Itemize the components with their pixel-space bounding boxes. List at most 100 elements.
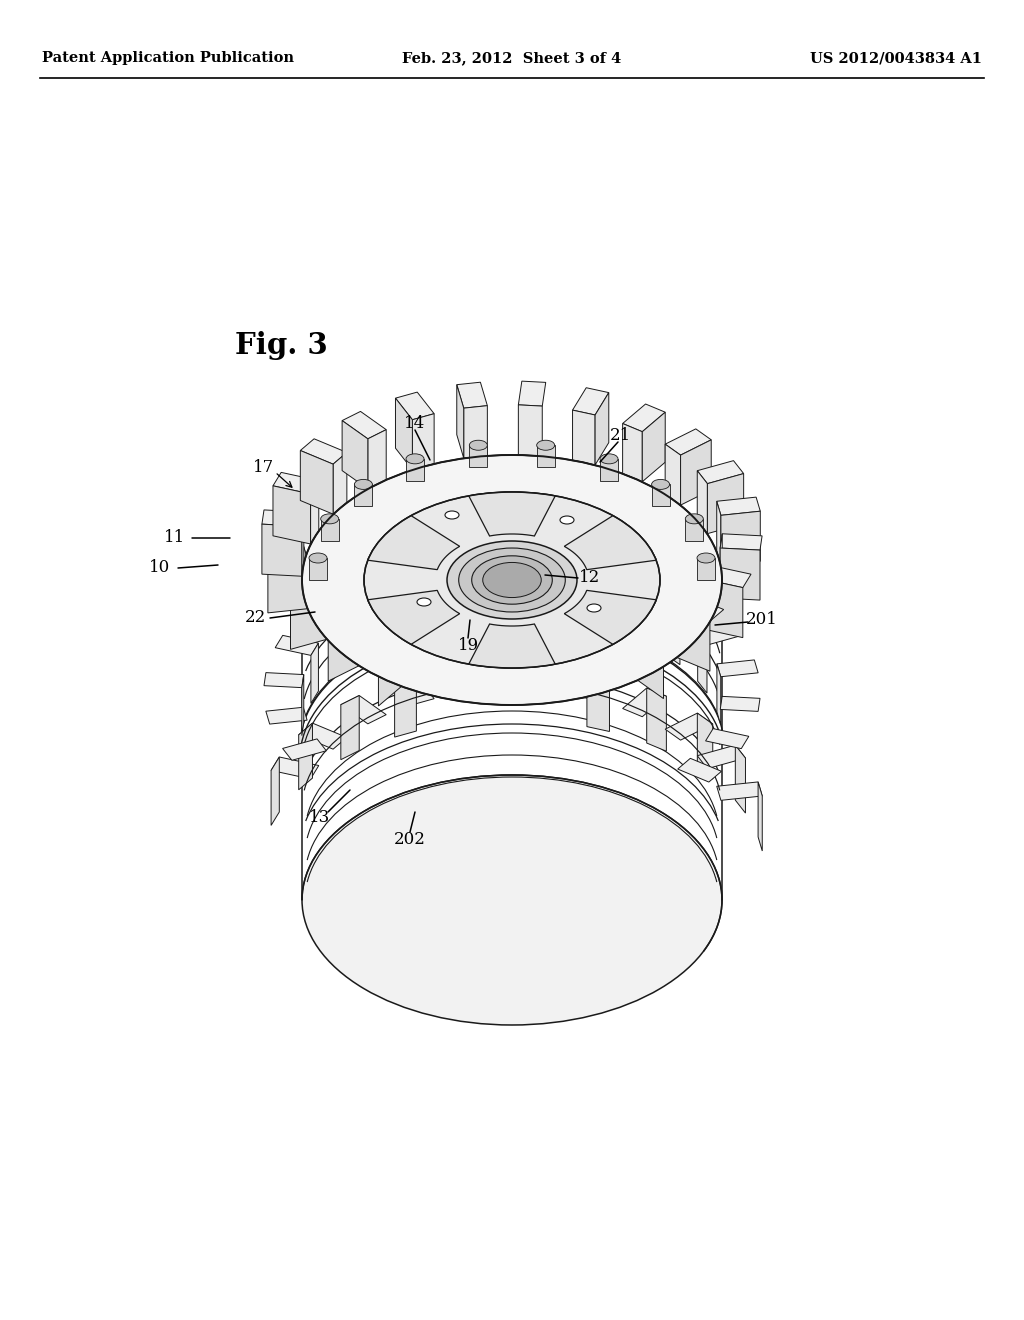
Ellipse shape — [651, 479, 670, 490]
Ellipse shape — [302, 455, 722, 705]
Polygon shape — [354, 484, 373, 507]
Polygon shape — [457, 384, 464, 458]
Polygon shape — [358, 628, 401, 656]
Polygon shape — [720, 697, 760, 711]
Polygon shape — [647, 688, 667, 751]
Polygon shape — [379, 636, 401, 706]
Polygon shape — [697, 634, 707, 693]
Ellipse shape — [447, 541, 577, 619]
Polygon shape — [666, 607, 680, 665]
Text: 201: 201 — [746, 611, 778, 628]
Ellipse shape — [469, 441, 487, 450]
Polygon shape — [271, 756, 318, 779]
Ellipse shape — [593, 565, 612, 578]
Polygon shape — [458, 545, 486, 570]
Polygon shape — [316, 577, 327, 639]
Ellipse shape — [469, 599, 489, 611]
Polygon shape — [469, 492, 555, 536]
Polygon shape — [518, 665, 546, 692]
Polygon shape — [587, 672, 609, 731]
Text: 22: 22 — [245, 610, 265, 627]
Polygon shape — [268, 558, 307, 612]
Polygon shape — [623, 404, 666, 432]
Ellipse shape — [543, 598, 562, 610]
Ellipse shape — [600, 454, 618, 463]
Text: 11: 11 — [165, 529, 185, 546]
Polygon shape — [721, 511, 760, 565]
Polygon shape — [564, 516, 656, 570]
Polygon shape — [275, 635, 318, 656]
Polygon shape — [651, 484, 670, 507]
Polygon shape — [299, 723, 347, 750]
Polygon shape — [368, 516, 460, 570]
Polygon shape — [706, 579, 742, 638]
Polygon shape — [264, 545, 307, 562]
Polygon shape — [266, 708, 307, 725]
Polygon shape — [638, 631, 664, 698]
Text: Feb. 23, 2012  Sheet 3 of 4: Feb. 23, 2012 Sheet 3 of 4 — [402, 51, 622, 65]
Polygon shape — [706, 566, 714, 630]
Polygon shape — [720, 533, 722, 598]
Polygon shape — [717, 498, 760, 515]
Polygon shape — [666, 713, 713, 741]
Polygon shape — [299, 723, 312, 789]
Polygon shape — [638, 622, 682, 648]
Ellipse shape — [537, 441, 555, 450]
Ellipse shape — [472, 556, 552, 605]
Polygon shape — [262, 510, 304, 527]
Text: 10: 10 — [150, 560, 171, 577]
Polygon shape — [341, 696, 386, 723]
Ellipse shape — [309, 553, 327, 564]
Polygon shape — [624, 586, 641, 642]
Text: 17: 17 — [253, 459, 274, 477]
Polygon shape — [414, 576, 433, 630]
Text: 13: 13 — [309, 809, 331, 826]
Polygon shape — [717, 660, 758, 677]
Polygon shape — [572, 411, 595, 465]
Polygon shape — [341, 696, 359, 760]
Polygon shape — [457, 667, 487, 693]
Polygon shape — [685, 519, 703, 541]
Polygon shape — [666, 429, 712, 455]
Polygon shape — [457, 383, 487, 408]
Polygon shape — [697, 471, 708, 533]
Polygon shape — [343, 605, 358, 665]
Polygon shape — [395, 399, 413, 470]
Ellipse shape — [417, 598, 431, 606]
Polygon shape — [303, 545, 307, 609]
Polygon shape — [681, 440, 712, 506]
Polygon shape — [469, 445, 487, 467]
Polygon shape — [310, 480, 318, 544]
Text: Patent Application Publication: Patent Application Publication — [42, 51, 294, 65]
Polygon shape — [394, 676, 417, 737]
Polygon shape — [344, 574, 385, 601]
Polygon shape — [309, 558, 327, 579]
Polygon shape — [312, 605, 358, 631]
Polygon shape — [600, 459, 618, 480]
Polygon shape — [717, 502, 721, 565]
Polygon shape — [758, 781, 762, 851]
Polygon shape — [300, 450, 333, 515]
Polygon shape — [519, 544, 545, 568]
Polygon shape — [717, 781, 762, 800]
Text: Fig. 3: Fig. 3 — [234, 330, 328, 359]
Polygon shape — [465, 568, 486, 618]
Polygon shape — [469, 624, 555, 668]
Text: 202: 202 — [394, 832, 426, 849]
Polygon shape — [573, 573, 594, 624]
Polygon shape — [706, 566, 751, 587]
Polygon shape — [720, 548, 760, 601]
Polygon shape — [464, 405, 487, 458]
Ellipse shape — [587, 605, 601, 612]
Polygon shape — [368, 429, 386, 488]
Polygon shape — [302, 512, 304, 577]
Polygon shape — [342, 421, 368, 488]
Polygon shape — [333, 453, 347, 515]
Polygon shape — [329, 616, 358, 681]
Ellipse shape — [364, 492, 660, 668]
Ellipse shape — [482, 562, 542, 598]
Polygon shape — [518, 405, 543, 457]
Ellipse shape — [560, 516, 574, 524]
Polygon shape — [697, 558, 715, 579]
Polygon shape — [573, 550, 607, 577]
